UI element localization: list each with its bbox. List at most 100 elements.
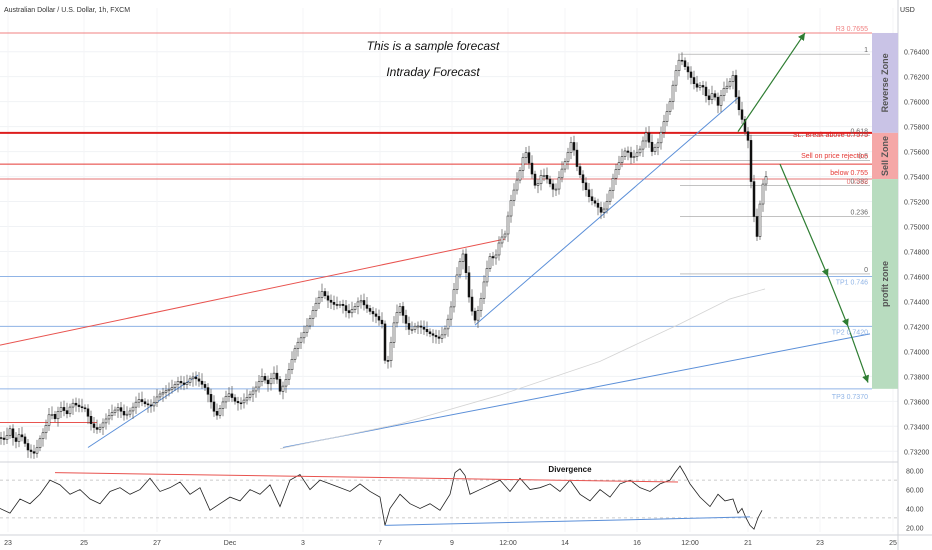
candle-body [266,379,270,385]
candle-body [395,312,399,324]
fibonacci-levels: 1 0.618 0.5 0.382 0.236 0 [680,47,870,275]
candle-body [20,434,24,438]
level-label: below 0.755 [830,170,868,177]
candle-body [578,166,582,175]
candle-body [731,75,735,82]
candle-body [536,183,540,186]
candle-body [65,410,69,415]
candle-body [293,348,297,360]
candle-body [296,341,300,349]
level-label: SL: Break above 0.7575 [793,132,868,139]
candle-body [638,148,642,154]
candle-body [152,402,156,407]
candle-body [524,152,528,158]
candle-body [227,393,231,397]
candle-body [374,313,378,317]
fib-level-label: 1 [864,47,868,54]
candle-body [83,407,87,410]
candle-body [575,149,579,167]
candle-body [392,322,396,343]
candle-body [557,177,561,190]
candle-body [467,272,471,298]
candle-body [77,404,81,407]
price-tick-label: 0.74200 [904,324,929,331]
candle-body [311,310,315,319]
candle-body [98,426,102,430]
candle-body [62,407,66,411]
candle-body [500,236,504,244]
blue-support-2 [474,97,739,326]
candle-body [272,372,276,379]
price-tick-label: 0.76000 [904,100,929,107]
fib-level-label: 0.236 [850,210,868,217]
candle-body [59,407,63,412]
candle-body [95,427,99,430]
candle-body [644,132,648,142]
candle-body [71,402,75,408]
candle-body [200,380,204,385]
candle-body [491,256,495,259]
candle-body [446,318,450,330]
candle-body [623,150,627,157]
candle-body [422,326,426,330]
candle-body [44,425,48,434]
candle-body [614,169,618,179]
candle-body [407,323,411,330]
candle-body [716,96,720,106]
oscillator-tick-label: 60.00 [906,488,924,495]
candle-body [356,301,360,307]
candle-body [305,325,309,333]
candle-body [476,310,480,321]
time-tick-label: 23 [4,540,12,547]
candle-body [110,412,114,417]
horizontal-levels [0,32,872,390]
candle-body [209,394,213,403]
candle-body [734,75,738,98]
candle-body [443,328,447,336]
candle-body [68,406,72,415]
fib-level-label: 0.618 [850,128,868,135]
candle-body [278,379,282,392]
candle-body [371,311,375,315]
candle-body [608,190,612,202]
price-tick-label: 0.73800 [904,374,929,381]
candle-body [269,378,273,385]
candle-body [377,316,381,321]
candle-body [185,382,189,385]
candle-body [362,300,366,306]
candle-body [317,297,321,304]
candle-body [380,319,384,325]
candle-body [404,315,408,324]
candle-body [137,399,141,403]
candle-body [221,401,225,409]
candle-body [179,381,183,384]
candle-body [92,423,96,428]
price-tick-label: 0.75200 [904,200,929,207]
candle-body [761,183,765,205]
fib-level-label: 0.5 [858,153,868,160]
candle-body [419,325,423,328]
time-tick-label: 9 [450,540,454,547]
candle-body [593,200,597,204]
candle-body [233,397,237,402]
red-trendline [0,238,506,346]
price-tick-label: 0.75600 [904,150,929,157]
zones: Reverse Zone Sell Zone profit zone [872,32,898,389]
price-tick-label: 0.74000 [904,349,929,356]
candle-body [680,59,684,62]
forecast-down-arrow [779,163,829,277]
candle-body [611,177,615,191]
reverse-zone [872,32,898,133]
candle-body [566,152,570,162]
sell-zone-label: Sell Zone [880,136,890,176]
candle-body [173,384,177,388]
candle-body [368,308,372,312]
currency-label: USD [900,7,915,14]
candle-body [323,291,327,297]
candle-body [239,402,243,405]
candle-body [653,146,657,152]
annotation-line-2: Intraday Forecast [386,65,480,79]
candle-body [689,71,693,78]
candle-body [299,337,303,343]
candle-body [485,268,489,283]
